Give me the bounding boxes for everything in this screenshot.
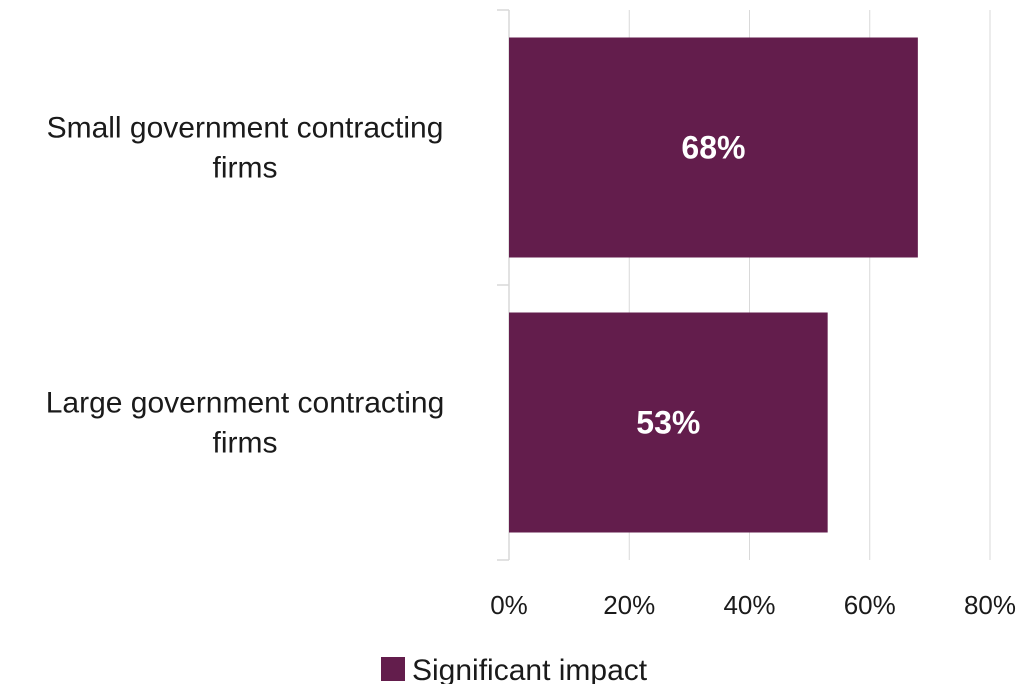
bars: 68% 53% <box>509 37 918 533</box>
category-label-line: firms <box>213 152 278 185</box>
legend-label: Significant impact <box>412 654 648 684</box>
category-label-line: Large government contracting <box>46 387 445 420</box>
bar <box>509 37 918 258</box>
category-label-line: firms <box>213 427 278 460</box>
category-label: Small government contracting firms <box>47 112 444 185</box>
legend: Significant impact <box>381 654 648 684</box>
x-tick-label: 20% <box>603 590 655 620</box>
x-tick-label: 60% <box>844 590 896 620</box>
x-tick-label: 80% <box>964 590 1016 620</box>
x-tick-labels: 0% 20% 40% 60% 80% <box>490 590 1016 620</box>
category-axis <box>497 9 510 561</box>
legend-swatch <box>381 657 405 681</box>
bar <box>509 312 828 533</box>
category-label-line: Small government contracting <box>47 112 444 145</box>
category-label: Large government contracting firms <box>46 387 445 460</box>
data-label: 68% <box>681 130 745 166</box>
x-tick-label: 0% <box>490 590 528 620</box>
data-label: 53% <box>636 405 700 441</box>
x-tick-label: 40% <box>723 590 775 620</box>
